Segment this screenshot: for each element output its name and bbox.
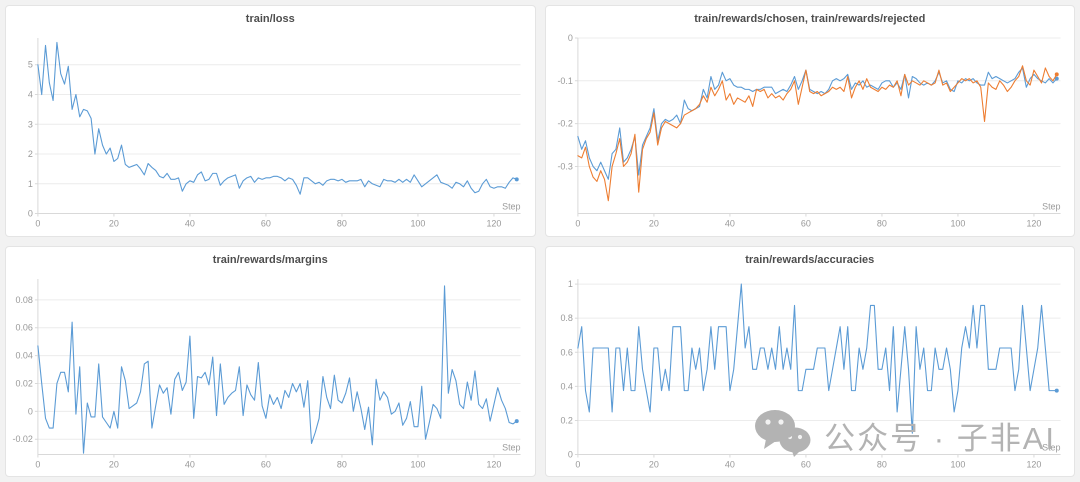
svg-text:40: 40: [185, 459, 195, 469]
svg-text:5: 5: [28, 60, 33, 70]
svg-text:Step: Step: [1042, 202, 1060, 212]
svg-text:120: 120: [1026, 219, 1041, 229]
svg-text:0: 0: [35, 219, 40, 229]
svg-text:Step: Step: [1042, 442, 1060, 452]
svg-text:120: 120: [1026, 459, 1041, 469]
svg-text:0: 0: [28, 406, 33, 416]
svg-text:100: 100: [410, 459, 425, 469]
svg-text:Step: Step: [502, 202, 520, 212]
svg-text:0.4: 0.4: [560, 381, 572, 391]
svg-text:20: 20: [109, 219, 119, 229]
chart-title: train/loss: [245, 13, 295, 25]
svg-text:20: 20: [648, 459, 658, 469]
svg-text:Step: Step: [502, 442, 520, 452]
chart-title: train/rewards/margins: [212, 253, 328, 266]
svg-text:1: 1: [567, 279, 572, 289]
svg-text:-0.1: -0.1: [557, 76, 572, 86]
plot-area: -0.02 0 0.02 0.04 0.06 0.08 0 20 40 60 80 100 120 Ste…: [6, 271, 535, 477]
svg-text:0: 0: [28, 209, 33, 219]
svg-text:60: 60: [800, 459, 810, 469]
svg-text:60: 60: [800, 219, 810, 229]
svg-text:0: 0: [567, 449, 572, 459]
svg-text:0.08: 0.08: [15, 294, 32, 304]
svg-text:120: 120: [486, 459, 501, 469]
svg-text:1: 1: [28, 179, 33, 189]
svg-text:60: 60: [261, 459, 271, 469]
chart-panel-train-loss: train/loss 0 1 2 3 4 5 0 20 40 60 80 100 120 Step: [5, 5, 536, 237]
svg-text:80: 80: [876, 219, 886, 229]
chart-title: train/rewards/chosen, train/rewards/reje…: [694, 13, 926, 25]
svg-text:-0.2: -0.2: [557, 119, 572, 129]
svg-text:0.8: 0.8: [560, 313, 572, 323]
svg-text:20: 20: [109, 459, 119, 469]
svg-text:120: 120: [486, 219, 501, 229]
svg-text:40: 40: [185, 219, 195, 229]
svg-text:0.06: 0.06: [15, 322, 32, 332]
svg-text:0: 0: [567, 33, 572, 43]
svg-text:0.02: 0.02: [15, 378, 32, 388]
svg-text:100: 100: [950, 459, 965, 469]
rewards-margins-plot[interactable]: -0.02 0 0.02 0.04 0.06 0.08 0 20 40 60 80 100 120Ste…: [6, 271, 535, 477]
svg-text:80: 80: [337, 459, 347, 469]
svg-text:2: 2: [28, 149, 33, 159]
svg-text:80: 80: [876, 459, 886, 469]
plot-area: 0 1 2 3 4 5 0 20 40 60 80 100 120 Step: [6, 30, 535, 236]
chart-panel-rewards-margins: train/rewards/margins -0.02 0 0.02 0.04 0.06…: [5, 245, 536, 477]
svg-text:0: 0: [575, 459, 580, 469]
plot-area: 0 0.2 0.4 0.6 0.8 1 0 20 40 60 80 100 120 Step: [546, 271, 1075, 477]
svg-text:60: 60: [261, 219, 271, 229]
svg-text:40: 40: [724, 459, 734, 469]
chart-title: train/rewards/accuracies: [745, 253, 875, 266]
svg-text:0.2: 0.2: [560, 415, 572, 425]
svg-text:-0.3: -0.3: [557, 161, 572, 171]
svg-text:0.6: 0.6: [560, 347, 572, 357]
chart-panel-rewards-chosen-rejected: train/rewards/chosen, train/rewards/reje…: [544, 5, 1075, 237]
svg-text:20: 20: [648, 219, 658, 229]
svg-text:3: 3: [28, 119, 33, 129]
svg-text:0.04: 0.04: [15, 350, 32, 360]
svg-text:100: 100: [410, 219, 425, 229]
svg-text:0: 0: [575, 219, 580, 229]
plot-area: 0 -0.1 -0.2 -0.3 0 20 40 60 80 100 120 Step: [546, 30, 1075, 236]
chart-panel-rewards-accuracies: train/rewards/accuracies 0 0.2 0.4 0.6 0.8 1 0…: [544, 245, 1075, 477]
svg-text:40: 40: [724, 219, 734, 229]
svg-text:4: 4: [28, 90, 33, 100]
svg-text:100: 100: [950, 219, 965, 229]
svg-text:-0.02: -0.02: [12, 434, 32, 444]
svg-text:80: 80: [337, 219, 347, 229]
svg-text:0: 0: [35, 459, 40, 469]
